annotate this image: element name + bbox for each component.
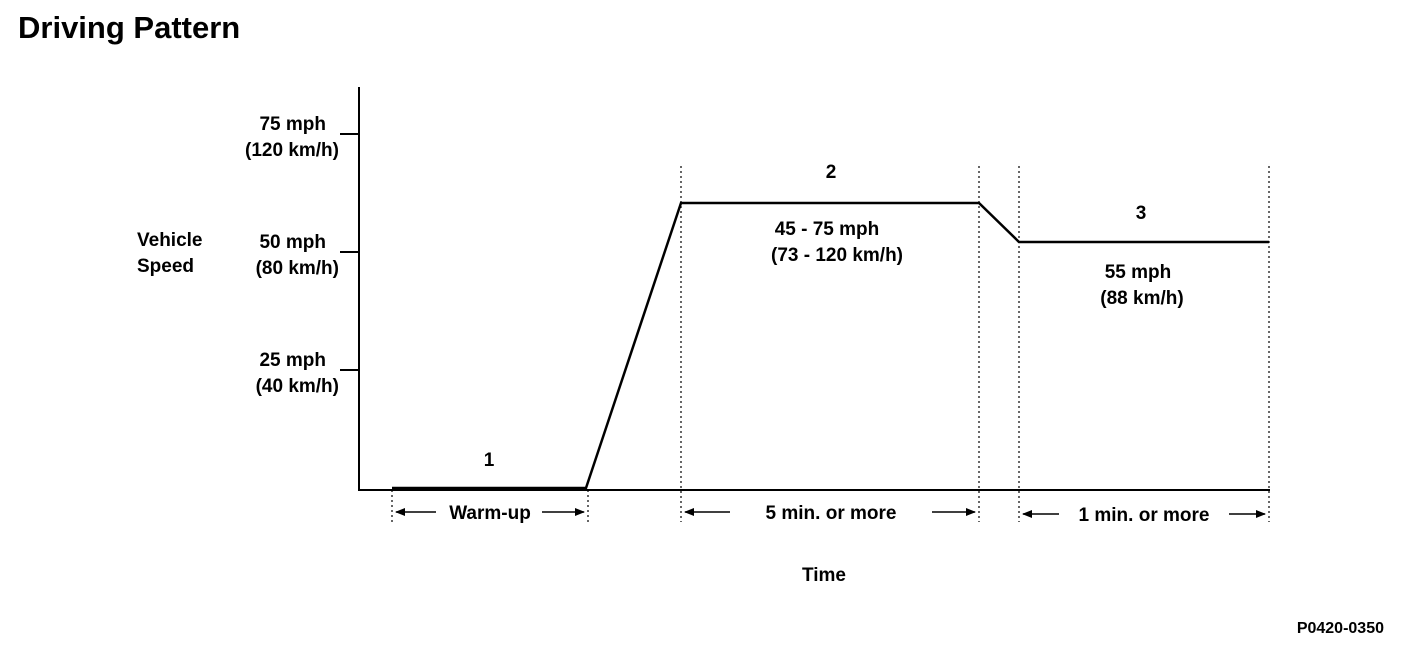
y-axis-label-line1: Vehicle <box>137 230 203 251</box>
phase-1-number: 1 <box>484 450 495 471</box>
phase-1-duration: Warm-up <box>449 503 531 524</box>
tick-label-50-mph: 50 mph <box>259 232 326 253</box>
tick-label-120-kmh: (120 km/h) <box>245 140 339 161</box>
tick-label-40-kmh: (40 km/h) <box>256 376 339 397</box>
y-axis-label-line2: Speed <box>137 256 194 277</box>
page-title: Driving Pattern <box>18 10 241 45</box>
tick-label-75-mph: 75 mph <box>259 114 326 135</box>
tick-label-25-mph: 25 mph <box>259 350 326 371</box>
phase-2-speed: 45 - 75 mph <box>775 219 880 240</box>
phase-2-duration: 5 min. or more <box>766 503 897 524</box>
tick-label-80-kmh: (80 km/h) <box>256 258 339 279</box>
phase-3-speed: 55 mph <box>1105 262 1172 283</box>
speed-profile-line <box>392 201 1269 490</box>
x-axis-label: Time <box>802 565 846 586</box>
phase-2-number: 2 <box>826 162 837 183</box>
phase-3-duration: 1 min. or more <box>1079 505 1210 526</box>
phase-2-speed-kmh: (73 - 120 km/h) <box>771 245 903 266</box>
phase-3-speed-kmh: (88 km/h) <box>1100 288 1183 309</box>
figure-code: P0420-0350 <box>1297 620 1384 637</box>
phase-3-number: 3 <box>1136 203 1147 224</box>
